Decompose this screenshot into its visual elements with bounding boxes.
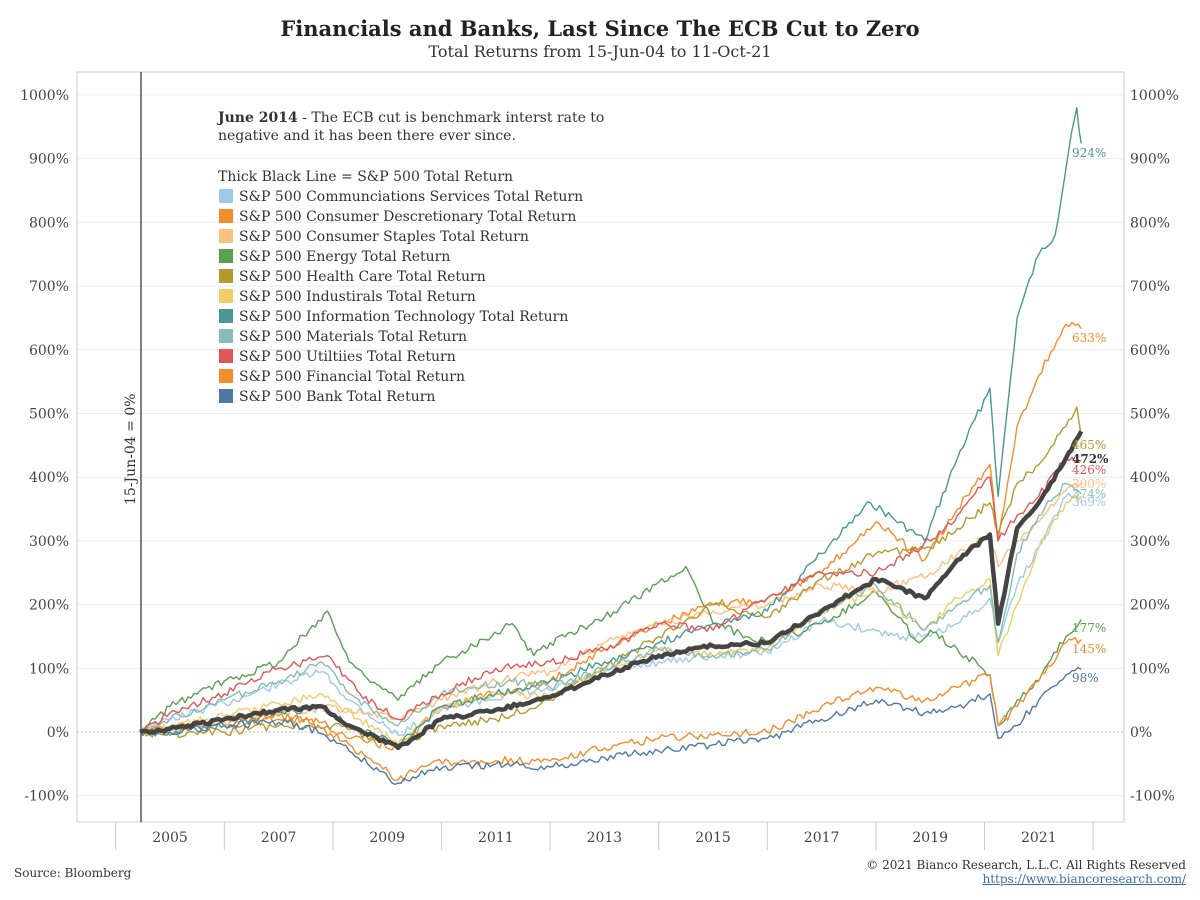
y-tick-label-left: 100% [29, 661, 69, 677]
series-end-label: 177% [1072, 621, 1106, 635]
y-tick-label-left: 0% [47, 725, 69, 741]
y-tick-label-right: 100% [1130, 661, 1170, 677]
legend-entry: S&P 500 Energy Total Return [239, 249, 450, 265]
vertical-label: 15-Jun-04 = 0% [123, 393, 139, 505]
series-line [139, 107, 1082, 746]
series-end-label: 374% [1072, 487, 1106, 501]
y-tick-label-left: 300% [29, 534, 69, 550]
chart-title: Financials and Banks, Last Since The ECB… [280, 16, 920, 41]
y-tick-label-right: 1000% [1130, 88, 1179, 104]
x-tick-label: 2017 [804, 830, 840, 846]
x-tick-label: 2005 [152, 830, 188, 846]
x-tick-label: 2011 [478, 830, 514, 846]
x-tick-label: 2013 [587, 830, 623, 846]
y-tick-label-right: -100% [1130, 789, 1175, 805]
series-line [139, 406, 1082, 748]
annotation-line-2: negative and it has been there ever sinc… [218, 128, 516, 144]
legend-swatch [219, 369, 233, 383]
legend-entry: S&P 500 Materials Total Return [239, 329, 467, 345]
annotation-line-1: June 2014 - The ECB cut is benchmark int… [216, 110, 604, 126]
y-tick-label-left: 800% [29, 215, 69, 231]
y-tick-label-right: 300% [1130, 534, 1170, 550]
legend-entry: S&P 500 Health Care Total Return [239, 269, 486, 285]
legend-swatch [219, 289, 233, 303]
y-tick-label-right: 0% [1130, 725, 1152, 741]
series-end-label: 633% [1072, 331, 1106, 345]
series-end-label: 369% [1072, 495, 1106, 509]
chart-subtitle: Total Returns from 15-Jun-04 to 11-Oct-2… [428, 42, 772, 61]
series-end-label: 98% [1072, 671, 1099, 685]
y-tick-label-right: 600% [1130, 343, 1170, 359]
x-tick-label: 2019 [912, 830, 948, 846]
series-line [139, 666, 1082, 786]
plot-frame [76, 71, 1125, 823]
legend-header: Thick Black Line = S&P 500 Total Return [218, 169, 513, 185]
annotation-rest: - The ECB cut is benchmark interst rate … [298, 110, 605, 126]
legend-swatch [219, 189, 233, 203]
x-tick-label: 2015 [695, 830, 731, 846]
y-tick-label-right: 200% [1130, 598, 1170, 614]
x-tick-label: 2007 [261, 830, 297, 846]
legend-swatch [219, 389, 233, 403]
end-labels: 924% 633% 465%472%426%390%374%369% 177% 145%… [1072, 146, 1109, 685]
y-tick-label-right: 900% [1130, 152, 1170, 168]
legend-swatch [219, 349, 233, 363]
legend-entry: S&P 500 Information Technology Total Ret… [239, 309, 568, 325]
y-tick-label-left: 900% [29, 152, 69, 168]
series-end-label: 472% [1072, 452, 1109, 466]
series-end-label: 465% [1072, 438, 1106, 452]
y-tick-label-right: 700% [1130, 279, 1170, 295]
x-tick-label: 2021 [1021, 830, 1057, 846]
legend-swatch [219, 269, 233, 283]
series-line [139, 321, 1082, 751]
series-end-label: 390% [1072, 477, 1106, 491]
legend: Thick Black Line = S&P 500 Total Return S… [218, 169, 583, 405]
legend-entry: S&P 500 Consumer Staples Total Return [239, 229, 529, 245]
series-layer [139, 107, 1084, 786]
copyright-block: © 2021 Bianco Research, L.L.C. All Right… [866, 858, 1186, 886]
legend-entry: S&P 500 Bank Total Return [239, 389, 435, 405]
y-tick-label-right: 800% [1130, 215, 1170, 231]
series-end-label: 924% [1072, 146, 1106, 160]
legend-entry: S&P 500 Utiltiies Total Return [239, 349, 456, 365]
legend-swatch [219, 249, 233, 263]
series-line [139, 430, 1084, 751]
y-tick-label-left: 700% [29, 279, 69, 295]
legend-swatch [219, 329, 233, 343]
legend-swatch [219, 309, 233, 323]
series-line [140, 636, 1082, 782]
series-line [139, 565, 1082, 733]
legend-entry: S&P 500 Industirals Total Return [239, 289, 476, 305]
series-line [139, 482, 1082, 734]
legend-entry: S&P 500 Consumer Descretionary Total Ret… [239, 209, 576, 225]
y-tick-label-left: -100% [24, 789, 69, 805]
y-tick-label-left: 600% [29, 343, 69, 359]
x-tick-label: 2009 [369, 830, 405, 846]
legend-swatch [219, 229, 233, 243]
series-end-label: 426% [1072, 463, 1106, 477]
y-tick-label-right: 400% [1130, 470, 1170, 486]
y-tick-label-left: 200% [29, 598, 69, 614]
legend-swatch [219, 209, 233, 223]
y-tick-label-left: 1000% [20, 88, 69, 104]
series-line [139, 492, 1082, 736]
legend-entry: S&P 500 Communciations Services Total Re… [239, 189, 583, 205]
y-tick-label-right: 500% [1130, 407, 1170, 423]
annotation-bold: June 2014 [216, 110, 298, 126]
legend-entry: S&P 500 Financial Total Return [239, 369, 465, 385]
series-line [139, 456, 1082, 733]
axes: -100% -100% 0% 0% 100% 100% 200% 200% 300% 300% 40… [20, 71, 1179, 850]
series-end-label: 145% [1072, 642, 1106, 656]
y-tick-label-left: 500% [29, 407, 69, 423]
series-line [139, 483, 1082, 734]
source-note: Source: Bloomberg [14, 866, 132, 880]
copyright-text: © 2021 Bianco Research, L.L.C. All Right… [866, 858, 1186, 872]
y-tick-label-left: 400% [29, 470, 69, 486]
website-link[interactable]: https://www.biancoresearch.com/ [982, 872, 1186, 886]
